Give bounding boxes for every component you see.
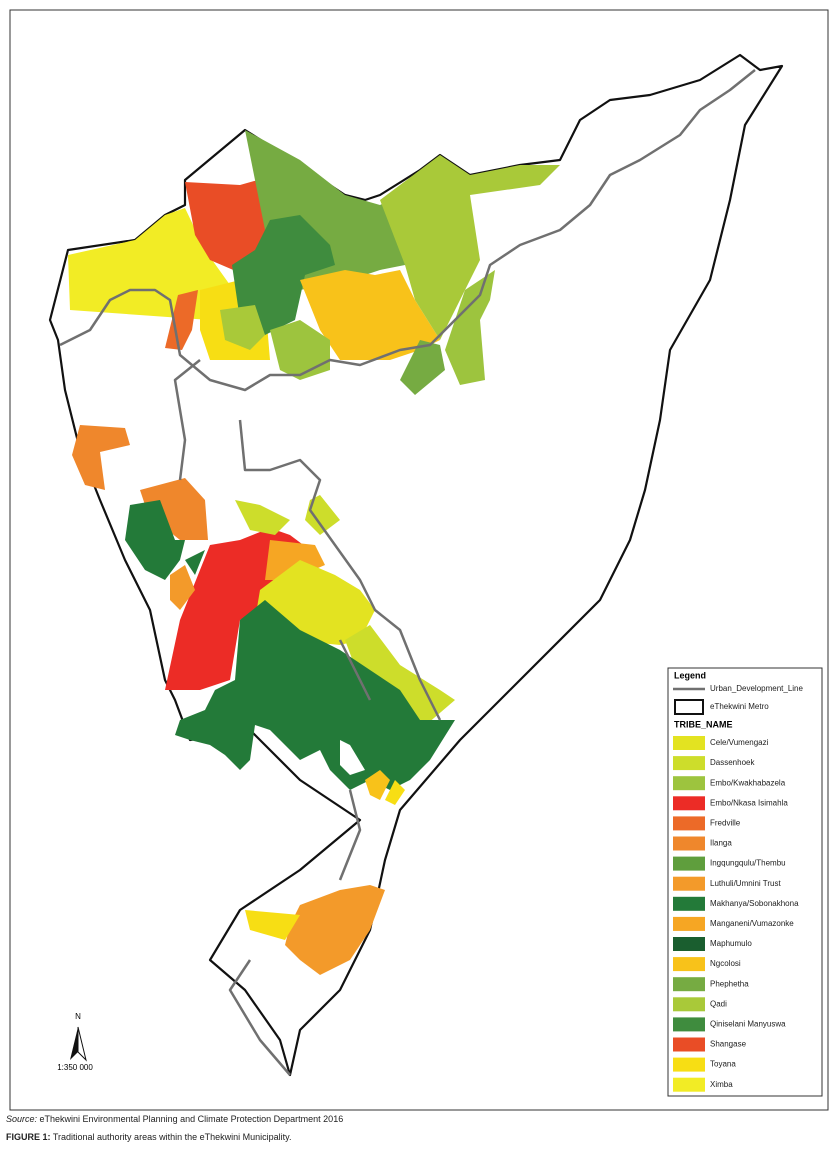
scale-label: 1:350 000 (57, 1063, 93, 1072)
source-label: Source: (6, 1114, 38, 1124)
north-arrow: N 1:350 000 (57, 1012, 93, 1072)
legend-metro-swatch (674, 699, 704, 715)
legend-swatch (673, 977, 705, 992)
legend-swatch (673, 876, 705, 891)
tribe-areas (68, 130, 560, 975)
legend-urban-line: Urban_Development_Line (710, 684, 804, 693)
legend-label: Shangase (710, 1040, 747, 1049)
caption-label: FIGURE 1: (6, 1132, 51, 1142)
legend-swatch (673, 937, 705, 951)
map-frame: N 1:350 000 Legend Urban_Development_Lin… (9, 9, 829, 1111)
legend-swatch (673, 916, 705, 931)
legend-swatch (673, 776, 705, 791)
legend-title: Legend (674, 670, 706, 680)
legend-label: Embo/Kwakhabazela (710, 778, 786, 787)
urban-development-line (59, 69, 756, 1076)
legend-swatch (673, 896, 705, 911)
legend-label: Ngcolosi (710, 959, 741, 968)
legend-swatch (673, 957, 705, 972)
legend-label: Makhanya/Sobonakhona (710, 899, 799, 908)
source-text: eThekwini Environmental Planning and Cli… (37, 1114, 344, 1124)
legend: Legend Urban_Development_Line eThekwini … (667, 667, 823, 1097)
legend-label: Maphumulo (710, 939, 752, 948)
legend-label: Phephetha (710, 979, 749, 988)
legend-swatch (673, 736, 705, 750)
legend-swatch (673, 1077, 705, 1092)
legend-label: Embo/Nkasa Isimahla (710, 798, 788, 807)
legend-label: Luthuli/Umnini Trust (710, 879, 781, 888)
legend-label: Ingqungqulu/Thembu (710, 859, 786, 868)
figure-caption: FIGURE 1: Traditional authority areas wi… (6, 1132, 291, 1142)
legend-swatch (673, 796, 705, 811)
caption-text: Traditional authority areas within the e… (50, 1132, 292, 1142)
legend-swatch (673, 1017, 705, 1032)
source-note: Source: eThekwini Environmental Planning… (6, 1114, 343, 1124)
legend-swatch (673, 756, 705, 771)
legend-swatch (673, 997, 705, 1012)
legend-swatch (673, 856, 705, 871)
legend-swatch (673, 1037, 705, 1052)
legend-swatch (673, 1057, 705, 1072)
legend-heading: TRIBE_NAME (674, 719, 733, 729)
legend-label: Qiniselani Manyuswa (710, 1020, 786, 1029)
legend-label: Dassenhoek (710, 758, 755, 767)
legend-swatch (673, 836, 705, 851)
legend-label: Manganeni/Vumazonke (710, 919, 794, 928)
legend-swatch (673, 816, 705, 831)
legend-label: Cele/Vumengazi (710, 738, 769, 747)
north-label: N (75, 1012, 81, 1021)
legend-label: Ximba (710, 1080, 733, 1089)
legend-metro: eThekwini Metro (710, 702, 769, 711)
legend-label: Fredville (710, 819, 741, 828)
legend-label: Ilanga (710, 839, 732, 848)
legend-label: Qadi (710, 999, 727, 1008)
legend-label: Toyana (710, 1060, 736, 1069)
